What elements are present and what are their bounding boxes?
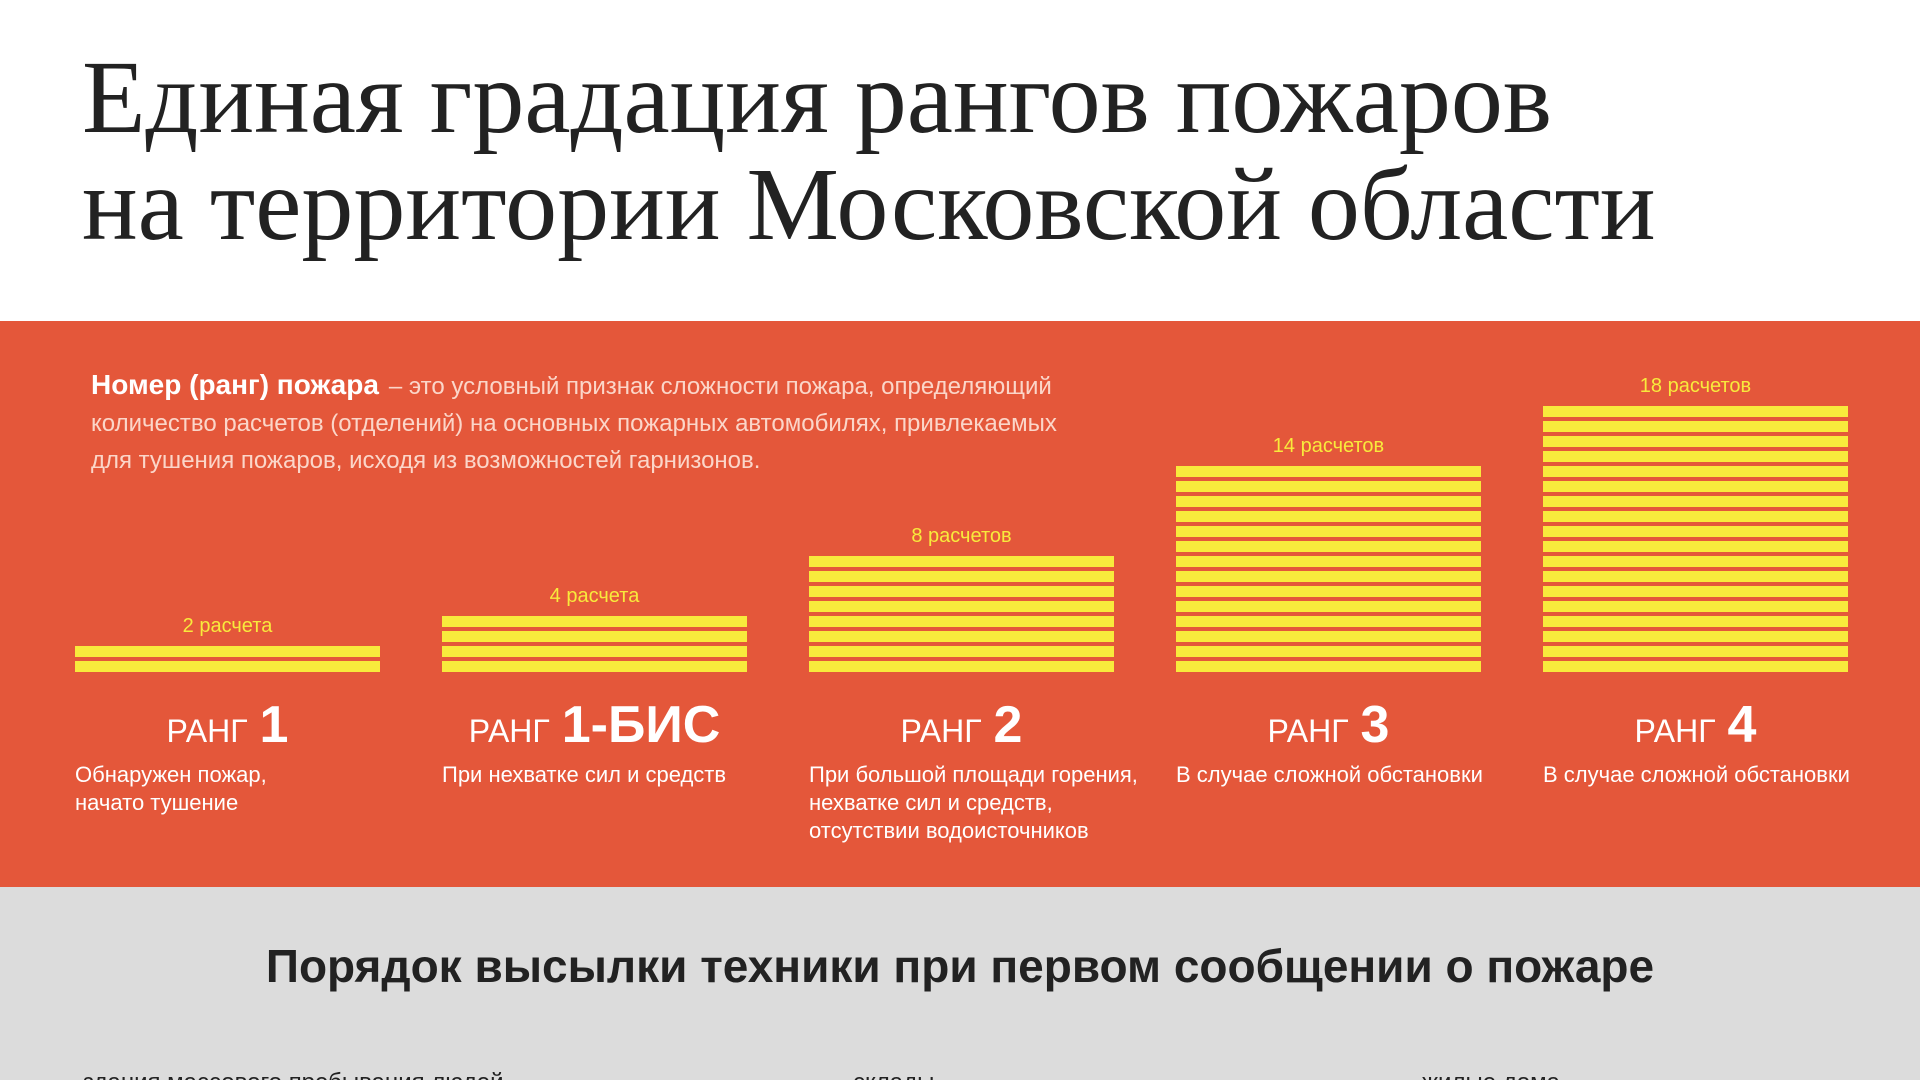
rank-number: 1-БИС <box>562 696 721 754</box>
rank-label: РАНГ 1 <box>167 696 289 754</box>
count-stripe <box>1543 511 1848 522</box>
count-stripe <box>809 586 1114 597</box>
count-stripe <box>1176 631 1481 642</box>
rank-label: РАНГ 4 <box>1635 696 1757 754</box>
rank-word: РАНГ <box>469 713 550 749</box>
count-stripe <box>809 601 1114 612</box>
rank-word: РАНГ <box>167 713 248 749</box>
count-label: 4 расчета <box>550 585 641 607</box>
rank-description: При большой площади горения, <box>809 762 1138 787</box>
count-stripe <box>1543 586 1848 597</box>
rank-number: 1 <box>260 696 289 754</box>
rank-description: При нехватке сил и средств <box>442 762 726 787</box>
count-stripe <box>1543 436 1848 447</box>
count-stripe <box>1176 496 1481 507</box>
rank-description: отсутствии водоисточников <box>809 818 1089 843</box>
rank-word: РАНГ <box>1268 713 1349 749</box>
definition-text: – это условный признак сложности пожара,… <box>389 373 1052 400</box>
count-stripe <box>1543 661 1848 672</box>
count-stripe <box>1176 661 1481 672</box>
count-stripe <box>1543 646 1848 657</box>
count-stripe <box>1176 556 1481 567</box>
count-stripe <box>442 631 747 642</box>
count-stripe <box>1176 481 1481 492</box>
count-stripe <box>1543 541 1848 552</box>
count-stripe <box>1543 616 1848 627</box>
count-stripe <box>809 631 1114 642</box>
rank-number: 3 <box>1361 696 1390 754</box>
count-stripe <box>1176 586 1481 597</box>
rank-word: РАНГ <box>901 713 982 749</box>
count-stripe <box>1543 496 1848 507</box>
count-stripe <box>75 646 380 657</box>
count-stripe <box>1543 406 1848 417</box>
count-label: 18 расчетов <box>1640 375 1751 397</box>
count-stripe <box>1543 481 1848 492</box>
count-stripe <box>1176 616 1481 627</box>
rank-label: РАНГ 3 <box>1268 696 1390 754</box>
count-stripe <box>442 616 747 627</box>
count-label: 8 расчетов <box>911 525 1011 547</box>
count-stripe <box>809 616 1114 627</box>
count-stripe <box>1176 526 1481 537</box>
count-stripe <box>1543 631 1848 642</box>
count-stripe <box>1543 451 1848 462</box>
rank-description: В случае сложной обстановки <box>1543 762 1850 787</box>
count-stripe <box>809 571 1114 582</box>
definition-term: Номер (ранг) пожара <box>91 369 379 400</box>
dispatch-column: склады <box>853 1069 934 1080</box>
count-stripe <box>1176 601 1481 612</box>
rank-description: В случае сложной обстановки <box>1176 762 1483 787</box>
definition-line: для тушения пожаров, исходя из возможнос… <box>91 447 760 474</box>
rank-description: нехватке сил и средств, <box>809 790 1053 815</box>
count-stripe <box>809 556 1114 567</box>
count-stripe <box>809 646 1114 657</box>
count-stripe <box>1543 601 1848 612</box>
dispatch-band <box>0 887 1920 1080</box>
count-stripe <box>1176 571 1481 582</box>
rank-description: Обнаружен пожар, <box>75 762 267 787</box>
rank-number: 2 <box>994 696 1023 754</box>
count-label: 14 расчетов <box>1273 435 1384 457</box>
title-line: Единая градация рангов пожаров <box>82 40 1552 155</box>
rank-label: РАНГ 2 <box>901 696 1023 754</box>
count-stripe <box>809 661 1114 672</box>
definition-line: Номер (ранг) пожара – это условный призна… <box>91 369 1052 400</box>
rank-label: РАНГ 1-БИС <box>469 696 721 754</box>
count-label: 2 расчета <box>183 615 274 637</box>
title-line: на территории Московской области <box>82 147 1656 262</box>
count-stripe <box>442 646 747 657</box>
dispatch-title: Порядок высылки техники при первом сообщ… <box>266 940 1654 992</box>
count-stripe <box>1543 526 1848 537</box>
count-stripe <box>1176 646 1481 657</box>
dispatch-column: жилые дома <box>1422 1069 1561 1080</box>
count-stripe <box>1176 541 1481 552</box>
count-stripe <box>1176 511 1481 522</box>
rank-description: начато тушение <box>75 790 238 815</box>
count-stripe <box>1543 421 1848 432</box>
count-stripe <box>1543 466 1848 477</box>
count-stripe <box>1176 466 1481 477</box>
count-stripe <box>442 661 747 672</box>
count-stripe <box>1543 571 1848 582</box>
rank-number: 4 <box>1728 696 1757 754</box>
rank-word: РАНГ <box>1635 713 1716 749</box>
count-stripe <box>75 661 380 672</box>
count-stripe <box>1543 556 1848 567</box>
dispatch-column: здания массового пребывания людей <box>83 1069 504 1080</box>
definition-line: количество расчетов (отделений) на основ… <box>91 410 1057 437</box>
